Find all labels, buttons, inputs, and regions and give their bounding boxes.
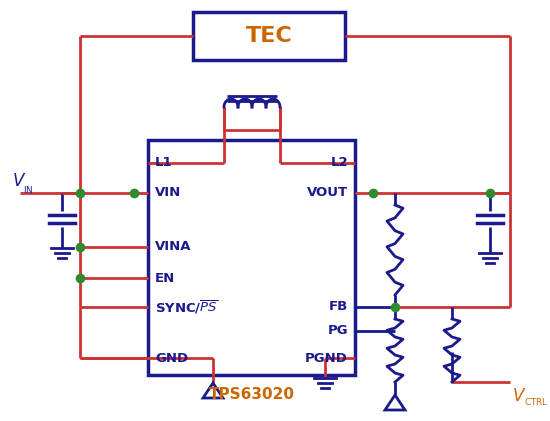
Text: VIN: VIN	[155, 187, 182, 200]
Text: $V$: $V$	[512, 387, 526, 405]
Text: PGND: PGND	[305, 352, 348, 365]
Text: EN: EN	[155, 272, 175, 285]
Text: GND: GND	[155, 352, 188, 365]
Bar	[193, 12, 345, 60]
Text: VINA: VINA	[155, 240, 191, 253]
Text: L2: L2	[331, 157, 348, 170]
Text: PG: PG	[327, 325, 348, 338]
Bar	[148, 140, 355, 375]
Text: $V$: $V$	[12, 172, 26, 190]
Text: TEC: TEC	[246, 26, 293, 46]
Text: L1: L1	[155, 157, 173, 170]
Text: VOUT: VOUT	[307, 187, 348, 200]
Text: $_{\mathregular{IN}}$: $_{\mathregular{IN}}$	[23, 183, 34, 196]
Text: $_{\mathregular{CTRL}}$: $_{\mathregular{CTRL}}$	[524, 395, 548, 408]
Text: FB: FB	[329, 301, 348, 314]
Text: TPS63020: TPS63020	[208, 387, 294, 402]
Text: SYNC/$\overline{PS}$: SYNC/$\overline{PS}$	[155, 298, 218, 316]
